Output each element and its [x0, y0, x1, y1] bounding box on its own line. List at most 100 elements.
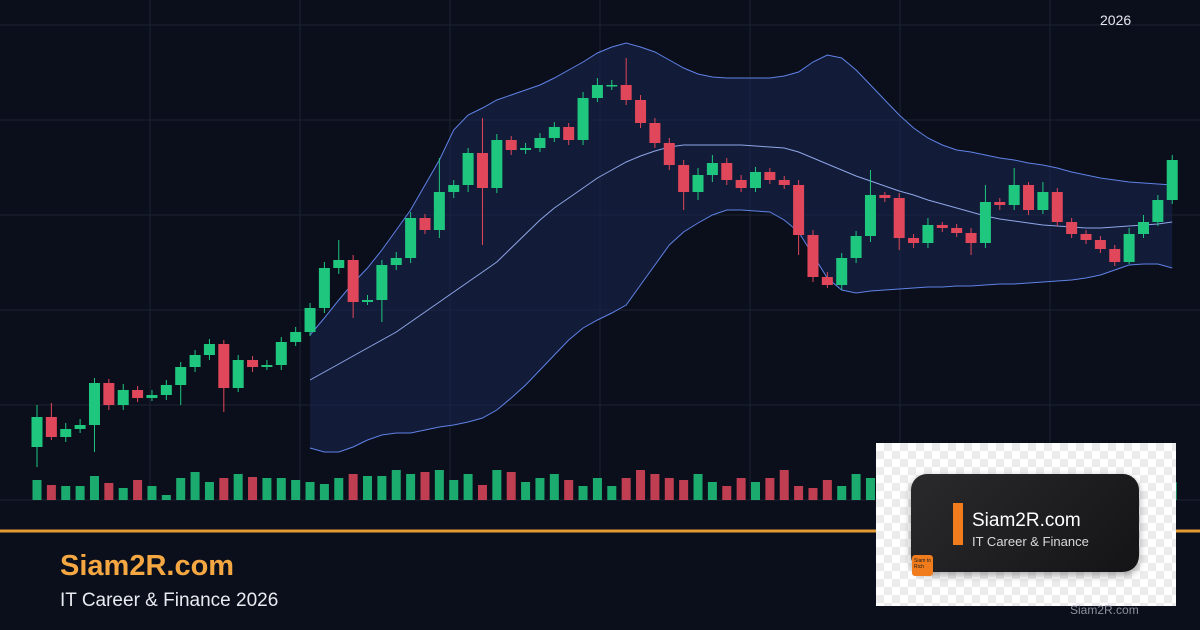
candle-body [548, 127, 560, 138]
candle-body [304, 308, 316, 332]
volume-bar [865, 478, 875, 500]
candle-body [606, 85, 618, 87]
candle-body [965, 233, 977, 243]
candle-body [821, 277, 833, 285]
candle-body [347, 260, 359, 302]
volume-bar [348, 474, 358, 500]
volume-bar [219, 478, 229, 500]
volume-bar [147, 486, 157, 500]
volume-bar [334, 478, 344, 500]
candle-body [778, 180, 790, 185]
volume-bar [262, 478, 272, 500]
volume-bar [779, 470, 789, 500]
candle-body [563, 127, 575, 140]
candle-body [1066, 222, 1078, 234]
volume-bar [650, 474, 660, 500]
volume-bar [707, 482, 717, 500]
logo-name: Siam2R.com [972, 510, 1081, 531]
volume-bar [46, 485, 56, 500]
volume-bar [104, 483, 114, 500]
candle-body [750, 172, 761, 188]
candle-body [88, 383, 100, 425]
volume-bar [406, 474, 416, 500]
candle-body [678, 165, 690, 192]
candle-body [275, 342, 287, 365]
candle-body [994, 202, 1006, 205]
candle-body [218, 344, 230, 388]
candle-body [160, 385, 172, 395]
brand-name: Siam2R.com [60, 550, 235, 582]
volume-bar [822, 480, 832, 500]
band-line [309, 209, 1173, 453]
candle-body [1123, 234, 1135, 262]
volume-bar [420, 472, 430, 500]
candle-body [649, 123, 661, 143]
candle-body [318, 268, 330, 308]
candle-body [620, 85, 632, 100]
volume-bar [190, 472, 200, 500]
volume-bar [305, 482, 315, 500]
volume-bar [592, 478, 602, 500]
volume-bar [377, 476, 387, 500]
volume-bar [607, 486, 617, 500]
volume-bar [291, 480, 301, 500]
candle-body [290, 332, 302, 342]
volume-bar [61, 486, 71, 500]
candles [31, 58, 1178, 467]
candle-body [893, 198, 905, 238]
candle-body [419, 218, 431, 230]
volume-bar [693, 474, 703, 500]
candle-body [462, 153, 474, 185]
candle-body [721, 163, 733, 180]
brand-tagline: IT Career & Finance 2026 [60, 590, 279, 611]
candle-body [146, 395, 158, 398]
candle-body [1037, 192, 1049, 210]
candle-body [103, 383, 115, 405]
volume-bar [765, 478, 775, 500]
candle-body [1137, 222, 1149, 234]
candle-body [864, 195, 876, 236]
volume-bar [176, 478, 186, 500]
volume-bar [851, 474, 861, 500]
candle-body [476, 153, 488, 188]
volume-bar [564, 480, 574, 500]
volume-bar [664, 478, 674, 500]
candle-body [247, 360, 259, 367]
candle-body [706, 163, 718, 175]
logo: Siam2R.com IT Career & Finance Siam to R… [911, 474, 1139, 576]
candle-body [663, 143, 675, 165]
candle-body [836, 258, 848, 285]
volume-bar [363, 476, 373, 500]
candle-body [448, 185, 460, 192]
logo-badge: Siam to Rich [912, 555, 933, 576]
volume-bar [118, 488, 128, 500]
candle-body [261, 365, 273, 367]
candle-body [692, 175, 704, 192]
volume-bar [521, 482, 531, 500]
candle-body [203, 344, 215, 355]
candle-body [635, 100, 647, 123]
candle-body [577, 98, 589, 140]
candle-body [936, 225, 948, 228]
candle-body [390, 258, 402, 265]
volume-bar [679, 480, 689, 500]
candle-body [175, 367, 187, 385]
volume-bar [276, 478, 286, 500]
candle-body [807, 235, 819, 277]
band-fill [310, 43, 1173, 452]
volume-bar [75, 486, 85, 500]
candle-body [1051, 192, 1063, 222]
volume-bar [319, 484, 329, 500]
candle-body [735, 180, 747, 188]
candle-body [1023, 185, 1035, 210]
volume-bar [133, 480, 143, 500]
logo-tagline: IT Career & Finance [972, 534, 1089, 549]
candle-body [908, 238, 920, 243]
volume-bar [248, 477, 258, 500]
candle-body [850, 236, 862, 258]
volume-bar [722, 486, 732, 500]
candle-body [433, 192, 445, 230]
candle-body [491, 140, 503, 188]
volume-bar [204, 482, 214, 500]
